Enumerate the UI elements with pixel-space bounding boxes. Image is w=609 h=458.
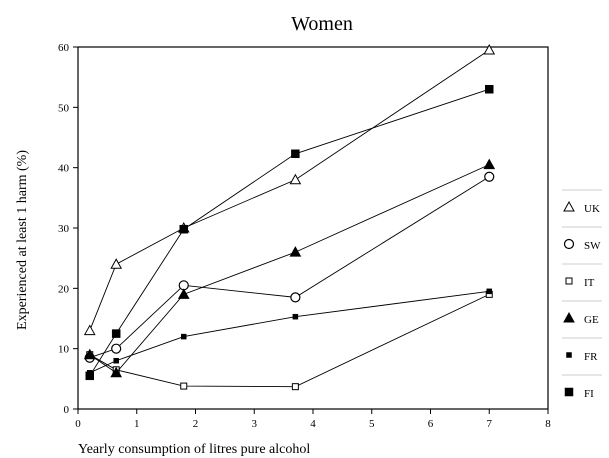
legend-label-uk: UK	[584, 203, 600, 215]
series-line-uk	[89, 49, 490, 331]
x-tick-label: 3	[252, 418, 258, 430]
data-point-fi	[291, 149, 300, 159]
y-tick-label: 10	[58, 344, 70, 356]
legend-label-fi: FI	[584, 388, 594, 400]
axes: 0 1 2 3 4 5 6 7 8 0 10 20 30 40 50 60	[58, 42, 551, 430]
legend-marker-fr	[566, 352, 572, 358]
data-point-fi	[111, 329, 121, 338]
x-tick-label: 8	[545, 418, 551, 430]
legend-marker-sw	[563, 238, 575, 250]
data-point-ge	[177, 288, 190, 299]
data-point-sw	[290, 292, 301, 303]
x-tick-label: 0	[75, 418, 81, 430]
plot-frame	[77, 46, 549, 410]
series-ge	[83, 158, 496, 378]
series-line-ge	[89, 164, 490, 374]
x-tick-label: 1	[134, 418, 140, 430]
data-point-ge	[110, 366, 123, 378]
x-tick-label: 7	[487, 418, 493, 430]
data-point-uk	[83, 324, 96, 336]
x-tick-label: 4	[310, 418, 316, 430]
data-point-it	[291, 383, 299, 391]
x-axis-label: Yearly consumption of litres pure alcoho…	[78, 442, 310, 457]
legend-marker-fi	[564, 387, 574, 397]
series-line-fi	[89, 88, 490, 377]
y-tick-label: 20	[58, 283, 70, 295]
data-point-uk	[110, 258, 123, 269]
series-fr	[87, 288, 492, 376]
data-point-ge	[83, 348, 96, 360]
legend-marker-ge	[563, 311, 575, 323]
y-tick-label: 0	[64, 404, 70, 416]
series-line-it	[89, 293, 490, 388]
data-point-fi	[179, 224, 188, 234]
series-sw	[84, 171, 495, 363]
series-it	[86, 290, 493, 391]
y-axis-label: Experienced at least 1 harm (%)	[15, 150, 30, 330]
data-point-ge	[483, 158, 496, 170]
data-point-fr	[292, 313, 299, 320]
data-point-fi	[85, 371, 94, 381]
y-tick-label: 60	[58, 42, 70, 54]
series-line-fr	[89, 290, 490, 374]
data-point-fi	[485, 84, 494, 94]
y-tick-label: 40	[58, 163, 70, 175]
legend: UK SW IT GE FR FI	[562, 189, 602, 400]
x-tick-label: 6	[428, 418, 434, 430]
data-point-fr	[486, 288, 492, 295]
data-point-sw	[111, 343, 122, 354]
series-line-sw	[89, 176, 490, 359]
legend-label-sw: SW	[584, 240, 601, 252]
x-tick-label: 2	[193, 418, 199, 430]
data-point-uk	[289, 173, 302, 185]
y-tick-label: 30	[58, 223, 70, 235]
series-fi	[85, 84, 494, 381]
chart-title: Women	[291, 13, 353, 35]
data-point-ge	[289, 246, 302, 257]
x-tick-label: 5	[369, 418, 375, 430]
data-point-it	[180, 382, 188, 390]
data-point-sw	[484, 171, 495, 182]
data-point-fr	[181, 333, 187, 340]
series-layer	[83, 43, 496, 391]
legend-label-it: IT	[584, 277, 595, 289]
legend-label-fr: FR	[584, 351, 598, 363]
y-tick-label: 50	[58, 102, 70, 114]
legend-label-ge: GE	[584, 314, 599, 326]
legend-marker-uk	[563, 200, 575, 212]
data-point-uk	[483, 43, 496, 55]
legend-marker-it	[565, 277, 573, 285]
data-point-fr	[113, 357, 119, 364]
